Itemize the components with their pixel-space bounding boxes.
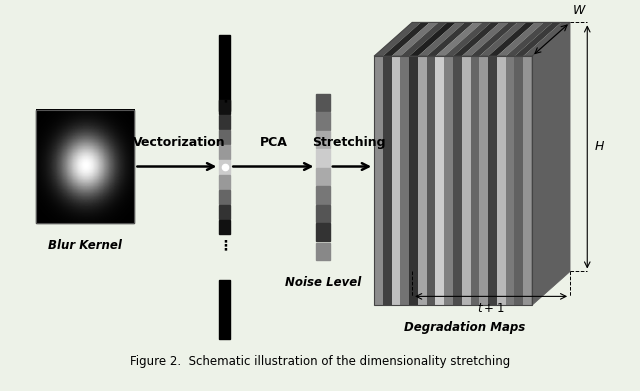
Bar — [220, 115, 230, 129]
Polygon shape — [506, 22, 552, 56]
Bar — [36, 109, 134, 223]
Bar — [392, 56, 401, 305]
Polygon shape — [427, 22, 474, 56]
Bar — [220, 220, 230, 234]
Bar — [36, 109, 134, 223]
Text: Stretching: Stretching — [312, 136, 385, 149]
Bar — [316, 168, 330, 185]
Bar — [316, 187, 330, 203]
Bar — [435, 56, 444, 305]
Polygon shape — [392, 22, 438, 56]
Bar — [497, 56, 506, 305]
Text: Noise Level: Noise Level — [285, 276, 361, 289]
Text: Figure 2.  Schematic illustration of the dimensionality stretching: Figure 2. Schematic illustration of the … — [130, 355, 510, 368]
Polygon shape — [401, 22, 447, 56]
Bar — [462, 56, 470, 305]
Bar — [316, 94, 330, 111]
Bar — [515, 56, 523, 305]
Text: Vectorization: Vectorization — [133, 136, 226, 149]
Polygon shape — [479, 22, 526, 56]
Bar — [506, 56, 515, 305]
Bar — [488, 56, 497, 305]
Bar — [220, 280, 230, 339]
Bar — [444, 56, 453, 305]
Bar — [316, 205, 330, 222]
Polygon shape — [374, 271, 570, 305]
Polygon shape — [409, 22, 456, 56]
Text: Blur Kernel: Blur Kernel — [49, 239, 122, 253]
Polygon shape — [515, 22, 561, 56]
Bar — [470, 56, 479, 305]
Bar — [374, 56, 383, 305]
Bar — [220, 205, 230, 219]
Bar — [220, 160, 230, 174]
Polygon shape — [444, 22, 491, 56]
Bar — [220, 100, 230, 114]
Polygon shape — [453, 22, 500, 56]
Bar — [220, 175, 230, 189]
Bar — [220, 190, 230, 204]
Text: ⋮: ⋮ — [218, 238, 232, 252]
Bar — [316, 224, 330, 240]
Polygon shape — [488, 22, 535, 56]
Bar — [220, 35, 230, 111]
Polygon shape — [383, 22, 429, 56]
Text: $t+1$: $t+1$ — [477, 302, 505, 315]
Text: ⋮: ⋮ — [218, 90, 232, 104]
Text: Degradation Maps: Degradation Maps — [404, 321, 525, 334]
Bar — [418, 56, 427, 305]
Bar — [220, 130, 230, 144]
Bar — [316, 131, 330, 148]
Polygon shape — [374, 22, 421, 56]
Bar — [220, 145, 230, 159]
Polygon shape — [497, 22, 544, 56]
Text: H: H — [595, 140, 604, 153]
Bar — [479, 56, 488, 305]
Polygon shape — [532, 22, 570, 305]
Polygon shape — [418, 22, 465, 56]
Bar — [383, 56, 392, 305]
Polygon shape — [470, 22, 517, 56]
Bar — [316, 243, 330, 260]
Text: W: W — [573, 4, 586, 17]
Polygon shape — [462, 22, 509, 56]
Bar — [427, 56, 435, 305]
Polygon shape — [435, 22, 483, 56]
Bar — [316, 149, 330, 167]
Bar — [453, 56, 462, 305]
Bar — [316, 113, 330, 129]
Bar — [523, 56, 532, 305]
Bar — [409, 56, 418, 305]
Text: PCA: PCA — [260, 136, 288, 149]
Bar — [401, 56, 409, 305]
Polygon shape — [523, 22, 570, 56]
